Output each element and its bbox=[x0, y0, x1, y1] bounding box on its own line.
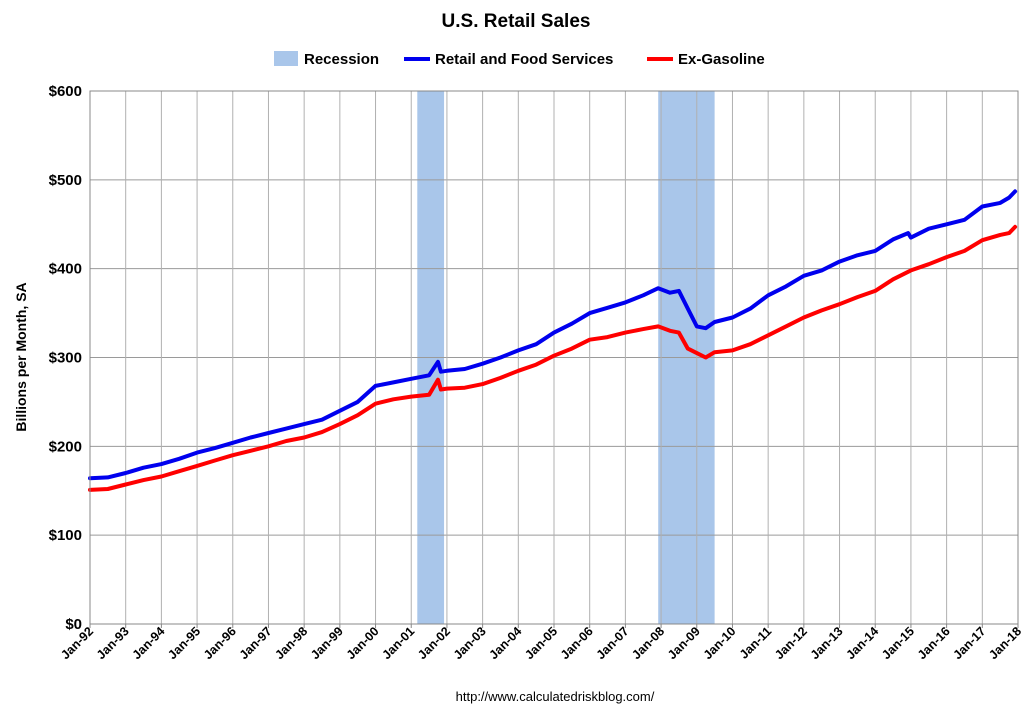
x-tick-label-18: Jan-10 bbox=[701, 624, 739, 662]
x-tick-label-13: Jan-05 bbox=[522, 624, 560, 662]
x-tick-label-15: Jan-07 bbox=[594, 624, 632, 662]
x-tick-label-21: Jan-13 bbox=[808, 624, 846, 662]
x-tick-label-26: Jan-18 bbox=[986, 624, 1024, 662]
y-axis-label: Billions per Month, SA bbox=[13, 282, 29, 431]
x-tick-label-7: Jan-99 bbox=[308, 624, 346, 662]
x-tick-label-16: Jan-08 bbox=[629, 624, 667, 662]
y-tick-label-5: $500 bbox=[49, 172, 82, 189]
x-tick-label-5: Jan-97 bbox=[237, 624, 275, 662]
x-tick-label-9: Jan-01 bbox=[379, 624, 417, 662]
source-url: http://www.calculatedriskblog.com/ bbox=[456, 689, 655, 704]
y-axis-ticks: $0 $100 $200 $300 $400 $500 $600 bbox=[49, 83, 82, 633]
x-tick-label-3: Jan-95 bbox=[165, 624, 203, 662]
x-tick-label-23: Jan-15 bbox=[879, 624, 917, 662]
x-tick-label-12: Jan-04 bbox=[487, 624, 525, 662]
y-tick-label-6: $600 bbox=[49, 83, 82, 100]
x-tick-label-14: Jan-06 bbox=[558, 624, 596, 662]
gridlines bbox=[89, 90, 1019, 625]
x-tick-label-20: Jan-12 bbox=[772, 624, 810, 662]
y-tick-label-2: $200 bbox=[49, 438, 82, 455]
x-tick-label-19: Jan-11 bbox=[737, 624, 774, 661]
x-tick-label-8: Jan-00 bbox=[344, 624, 382, 662]
y-tick-label-1: $100 bbox=[49, 527, 82, 544]
y-tick-label-4: $400 bbox=[49, 261, 82, 278]
legend-retail-label: Retail and Food Services bbox=[435, 51, 613, 68]
x-tick-label-22: Jan-14 bbox=[843, 624, 881, 662]
x-tick-label-4: Jan-96 bbox=[201, 624, 239, 662]
legend: Recession Retail and Food Services Ex-Ga… bbox=[274, 51, 765, 68]
x-tick-label-10: Jan-02 bbox=[415, 624, 453, 662]
legend-recession-swatch bbox=[274, 51, 298, 66]
x-tick-label-17: Jan-09 bbox=[665, 624, 703, 662]
y-tick-label-3: $300 bbox=[49, 350, 82, 367]
y-tick-label-0: $0 bbox=[65, 616, 82, 633]
series-line-ex-gasoline bbox=[88, 224, 1018, 492]
series-lines bbox=[88, 189, 1018, 492]
chart-title: U.S. Retail Sales bbox=[442, 11, 591, 32]
x-tick-label-1: Jan-93 bbox=[94, 624, 132, 662]
x-tick-label-6: Jan-98 bbox=[272, 624, 310, 662]
x-tick-label-25: Jan-17 bbox=[951, 624, 989, 662]
x-axis-ticks: Jan-92Jan-93Jan-94Jan-95Jan-96Jan-97Jan-… bbox=[58, 624, 1024, 662]
x-tick-label-24: Jan-16 bbox=[915, 624, 953, 662]
legend-exgas-label: Ex-Gasoline bbox=[678, 51, 765, 68]
x-tick-label-11: Jan-03 bbox=[451, 624, 489, 662]
x-tick-label-2: Jan-94 bbox=[130, 624, 168, 662]
legend-recession-label: Recession bbox=[304, 51, 379, 68]
series-line-retail bbox=[88, 189, 1018, 481]
